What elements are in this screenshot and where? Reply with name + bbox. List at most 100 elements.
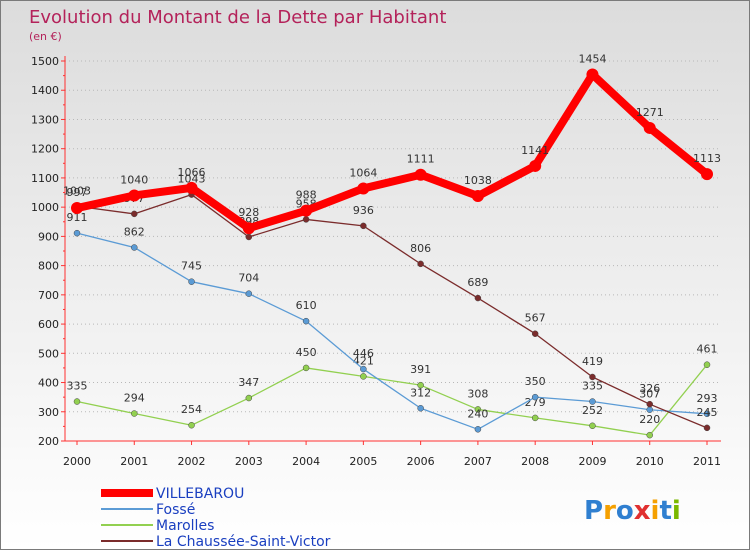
- data-label: 220: [639, 413, 660, 426]
- series-line: [76, 232, 708, 430]
- data-label: 610: [296, 299, 317, 312]
- xtick-label-2005: 2005: [349, 455, 377, 468]
- data-label: 806: [410, 242, 431, 255]
- data-point: [131, 210, 138, 218]
- data-point: [531, 393, 539, 401]
- xtick-label-2011: 2011: [693, 455, 721, 468]
- logo-letter: x: [634, 496, 651, 526]
- logo-letter: r: [603, 496, 616, 526]
- xtick-label-2004: 2004: [292, 455, 320, 468]
- data-point: [128, 189, 141, 202]
- data-label: 1064: [349, 166, 377, 179]
- data-point: [474, 294, 482, 302]
- data-point: [474, 406, 482, 413]
- data-point: [185, 181, 198, 194]
- data-point: [71, 202, 83, 215]
- data-label: 1454: [578, 52, 606, 65]
- ytick-label-500: 500: [38, 347, 59, 360]
- ytick-label-800: 800: [38, 260, 59, 273]
- proxiti-logo: Proxiti: [584, 496, 681, 526]
- ytick-label-1200: 1200: [31, 143, 59, 156]
- legend-label: Fossé: [156, 502, 195, 518]
- ytick-label-1100: 1100: [31, 172, 59, 185]
- data-point: [300, 204, 313, 217]
- data-label: 1271: [636, 106, 664, 119]
- data-point: [589, 373, 596, 381]
- xtick-label-2001: 2001: [120, 455, 148, 468]
- xtick-label-2008: 2008: [521, 455, 549, 468]
- data-label: 294: [124, 392, 145, 405]
- data-label: 293: [697, 392, 718, 405]
- grid: [65, 60, 721, 442]
- data-label: 1111: [407, 153, 435, 166]
- data-label: 312: [410, 386, 431, 399]
- data-point: [188, 278, 195, 285]
- data-point: [414, 168, 427, 181]
- ytick-label-200: 200: [38, 435, 59, 448]
- xtick-label-2000: 2000: [63, 455, 91, 468]
- data-label: 1043: [178, 173, 206, 186]
- data-label: 245: [697, 406, 718, 419]
- data-point: [302, 317, 310, 325]
- series-villebarou: 997 1040 1066 928 988 1064 1111 1038 1141 1454 127…: [67, 52, 721, 235]
- data-label: 704: [238, 272, 259, 285]
- data-point: [131, 410, 138, 417]
- axes: 200 300 400 500 600 700 800 900 1000 1100 1200 1300…: [31, 55, 721, 468]
- data-point: [302, 216, 310, 223]
- data-point: [589, 422, 596, 430]
- ytick-label-1300: 1300: [31, 113, 59, 126]
- data-label: 347: [238, 376, 259, 389]
- ytick-label-1400: 1400: [31, 84, 59, 97]
- data-label: 689: [467, 276, 488, 289]
- logo-letter: o: [616, 496, 634, 526]
- data-point: [471, 190, 484, 203]
- data-point: [586, 68, 599, 81]
- data-label: 419: [582, 355, 603, 368]
- logo-letter: t: [659, 496, 671, 526]
- data-label: 450: [296, 346, 317, 359]
- chart-title: Evolution du Montant de la Dette par Hab…: [29, 7, 446, 28]
- logo-letter: i: [651, 496, 660, 526]
- data-label: 997: [67, 186, 88, 199]
- data-point: [417, 405, 424, 412]
- data-point: [529, 159, 542, 172]
- data-label: 279: [525, 396, 546, 409]
- data-label: 254: [181, 403, 202, 416]
- series-line: [76, 70, 710, 233]
- logo-letter: i: [672, 496, 681, 526]
- data-label: 988: [296, 189, 317, 202]
- data-label: 308: [467, 387, 488, 400]
- data-label: 1040: [120, 173, 148, 186]
- data-point: [701, 168, 713, 181]
- data-label: 745: [181, 260, 202, 273]
- ytick-label-600: 600: [38, 318, 59, 331]
- data-label: 240: [467, 407, 488, 420]
- data-label: 335: [67, 380, 88, 393]
- data-point: [646, 400, 653, 408]
- legend-label: Marolles: [156, 518, 214, 534]
- xtick-label-2003: 2003: [235, 455, 263, 468]
- data-point: [360, 222, 367, 230]
- data-label: 461: [697, 343, 718, 356]
- data-label: 1038: [464, 174, 492, 187]
- data-label: 567: [525, 312, 546, 325]
- data-point: [474, 426, 482, 433]
- data-label: 252: [582, 404, 603, 417]
- ytick-label-700: 700: [38, 289, 59, 302]
- data-label: 391: [410, 363, 431, 376]
- data-point: [360, 365, 367, 373]
- data-point: [131, 244, 138, 251]
- xtick-label-2006: 2006: [407, 455, 435, 468]
- ytick-label-1000: 1000: [31, 201, 59, 214]
- data-point: [188, 421, 195, 429]
- ytick-label-300: 300: [38, 406, 59, 419]
- data-point: [417, 260, 424, 268]
- logo-letter: P: [584, 496, 603, 526]
- legend-label: VILLEBAROU: [156, 486, 244, 502]
- xtick-label-2007: 2007: [464, 455, 492, 468]
- data-label: 446: [353, 347, 374, 360]
- data-label: 1066: [178, 166, 206, 179]
- data-label: 862: [124, 225, 145, 238]
- ytick-label-900: 900: [38, 230, 59, 243]
